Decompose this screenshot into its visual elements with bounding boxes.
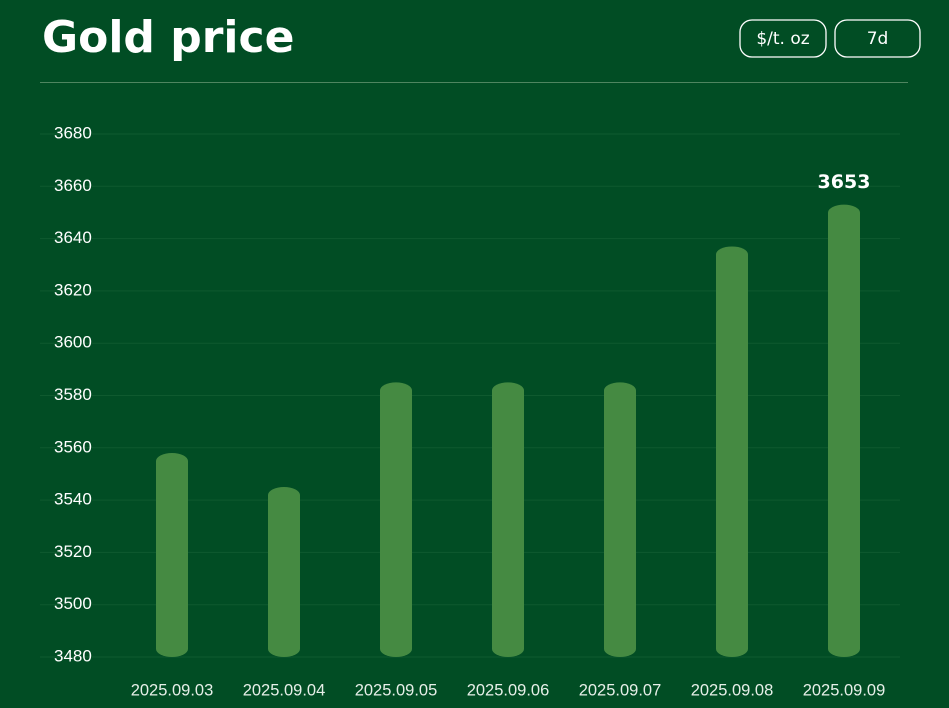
x-tick-label: 2025.09.06 xyxy=(467,681,550,699)
x-tick-label: 2025.09.05 xyxy=(355,681,438,699)
unit-button-label[interactable]: $/t. oz xyxy=(756,29,809,49)
y-tick-label: 3580 xyxy=(54,385,92,404)
y-tick-label: 3620 xyxy=(54,280,92,299)
x-tick-label: 2025.09.07 xyxy=(579,681,662,699)
range-button-label[interactable]: 7d xyxy=(867,29,889,49)
y-tick-label: 3500 xyxy=(54,594,92,613)
y-tick-label: 3560 xyxy=(54,437,92,456)
x-tick-label: 2025.09.08 xyxy=(691,681,774,699)
range-button[interactable] xyxy=(834,19,921,58)
bar xyxy=(604,382,636,657)
bar xyxy=(828,204,860,658)
data-label: 3653 xyxy=(818,171,871,193)
y-tick-label: 3600 xyxy=(54,333,92,352)
y-tick-label: 3640 xyxy=(54,228,92,247)
x-tick-label: 2025.09.03 xyxy=(131,681,214,699)
y-tick-label: 3680 xyxy=(54,123,92,142)
x-tick-label: 2025.09.04 xyxy=(243,681,326,699)
bar xyxy=(268,487,300,657)
title: Gold price xyxy=(42,12,294,63)
unit-button[interactable] xyxy=(739,19,827,58)
bar xyxy=(156,453,188,657)
y-tick-label: 3520 xyxy=(54,542,92,561)
y-tick-label: 3480 xyxy=(54,646,92,665)
bar xyxy=(492,382,524,657)
y-tick-label: 3660 xyxy=(54,176,92,195)
bar xyxy=(380,382,412,657)
x-tick-label: 2025.09.09 xyxy=(803,681,886,699)
y-tick-label: 3540 xyxy=(54,490,92,509)
bar xyxy=(716,246,748,657)
